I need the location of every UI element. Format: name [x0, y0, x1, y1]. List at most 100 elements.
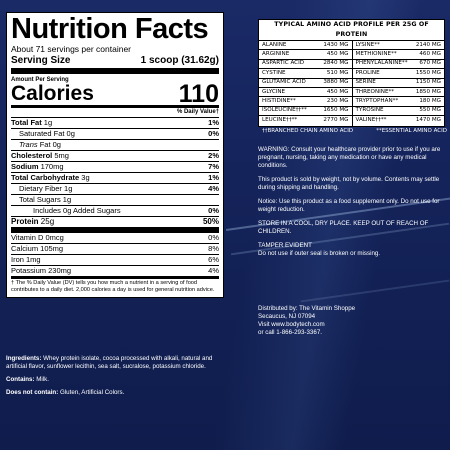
amino-row: Histidine** 230 mg Tryptophan** 180 mg — [259, 97, 445, 107]
nutrient-row-sodium: Sodium 170mg 7% — [11, 162, 219, 173]
serving-size-value: 1 scoop (31.62g) — [140, 55, 219, 66]
amino-cell: Methionine** 460 mg — [351, 50, 445, 59]
amino-value: 2770 mg — [323, 117, 349, 124]
amino-cell: Leucine††** 2770 mg — [259, 116, 352, 125]
vitamin-row: Vitamin D 0mcg 0% — [11, 233, 219, 244]
amino-row: Isoleucine††** 1650 mg Tyrosine 550 mg — [259, 106, 445, 117]
nutrient-dv: 0% — [208, 129, 219, 138]
amino-row: Glycine 450 mg Threonine** 1850 mg — [259, 87, 444, 98]
amino-cell: Isoleucine††** 1650 mg — [259, 107, 352, 115]
servings-per-container: About 71 servings per container — [11, 44, 132, 54]
amino-name: Phenylalanine** — [355, 60, 408, 67]
amino-cell: Histidine** 230 mg — [259, 97, 352, 105]
calories-value: 110 — [178, 80, 219, 108]
amino-row: Cystine 510 mg Proline 1550 mg — [259, 69, 444, 79]
amino-cell: Tryptophan** 180 mg — [351, 97, 445, 106]
nutrient-amount: 0g — [66, 129, 75, 138]
amino-cell: Arginine 450 mg — [259, 50, 352, 58]
amino-cell: Lysine** 2140 mg — [351, 41, 445, 50]
distributor-line: Secaucus, NJ 07094 — [258, 313, 316, 320]
amino-value: 3880 mg — [323, 79, 349, 86]
nutrient-name: Trans — [19, 140, 38, 149]
amino-row: Alanine 1430 mg Lysine** 2140 mg — [259, 41, 445, 51]
amino-value: 670 mg — [419, 60, 441, 67]
nutrient-row-protein: Protein 25g 50% — [11, 217, 219, 233]
amino-value: 1470 mg — [415, 117, 441, 124]
amino-name: Valine††** — [355, 117, 387, 124]
amino-name: Histidine** — [262, 98, 296, 105]
nutrition-facts-panel: Nutrition Facts About 71 servings per co… — [6, 12, 224, 298]
legend-bcaa: ††Branched Chain Amino Acid — [262, 128, 354, 134]
amino-row: Aspartic Acid 2840 mg Phenylalanine** 670 m… — [259, 59, 445, 70]
amino-cell: Tyrosine 550 mg — [351, 106, 445, 116]
distributor-block: Distributed by: The Vitamin Shoppe Secau… — [258, 305, 444, 337]
not-contain-line: Does not contain: Gluten, Artificial Col… — [6, 389, 228, 397]
vitamin-dv: 6% — [208, 255, 219, 264]
amino-value: 230 mg — [326, 98, 349, 105]
amino-value: 550 mg — [419, 107, 441, 114]
amino-value: 2140 mg — [415, 41, 441, 48]
amino-value: 1430 mg — [323, 41, 349, 48]
amino-name: Threonine** — [355, 88, 395, 95]
nutrient-name: Total Sugars — [19, 195, 61, 204]
amino-name: Methionine** — [355, 51, 397, 58]
amino-name: Lysine** — [355, 41, 380, 48]
amino-value: 1650 mg — [323, 107, 349, 114]
vitamin-label: Calcium 105mg — [11, 244, 64, 253]
nutrient-dv: 1% — [208, 118, 219, 127]
nutrient-name: Cholesterol — [11, 151, 53, 160]
vitamin-dv: 8% — [208, 244, 219, 253]
amino-value: 1550 mg — [415, 69, 441, 76]
vitamin-label: Potassium 230mg — [11, 266, 72, 275]
amino-value: 450 mg — [326, 88, 349, 95]
vitamin-row: Potassium 230mg 4% — [11, 266, 219, 279]
nutrient-row-total-sugars: Total Sugars 1g — [11, 195, 219, 206]
nutrient-row-dietary-fiber: Dietary Fiber 1g 4% — [11, 184, 219, 195]
amino-name: Serine — [355, 79, 376, 86]
vitamin-row: Iron 1mg 6% — [11, 255, 219, 266]
amino-cell: Aspartic Acid 2840 mg — [259, 60, 352, 68]
amino-acid-table: TYPICAL AMINO ACID PROFILE PER 25G OF PR… — [258, 19, 445, 127]
tamper-title: TAMPER EVIDENT — [258, 242, 312, 249]
distributor-line: or call 1-866-293-3367. — [258, 329, 322, 336]
nutrient-name: Includes 0g Added Sugars — [33, 206, 121, 215]
nutrient-amount: 1g — [43, 118, 53, 127]
vitamin-label: Vitamin D 0mcg — [11, 233, 64, 242]
vitamin-row: Calcium 105mg 8% — [11, 244, 219, 255]
nutrient-row-saturated-fat: Saturated Fat 0g 0% — [11, 129, 219, 140]
nutrient-row-cholesterol: Cholesterol 5mg 2% — [11, 151, 219, 162]
contains-line: Contains: Milk. — [6, 376, 228, 384]
amino-table-title: TYPICAL AMINO ACID PROFILE PER 25G OF PR… — [259, 20, 444, 41]
amino-cell: Glycine 450 mg — [259, 88, 352, 96]
daily-value-header: % Daily Value† — [11, 108, 219, 118]
amino-cell: Valine††** 1470 mg — [351, 116, 445, 126]
nutrient-name: Saturated Fat — [19, 129, 65, 138]
nutrition-title: Nutrition Facts — [11, 13, 209, 45]
serving-size-label: Serving Size — [11, 55, 71, 66]
nutrient-dv: 1% — [208, 173, 219, 182]
amino-name: Tyrosine — [355, 107, 384, 114]
nutrient-name: Total Fat — [11, 118, 42, 127]
amino-name: Leucine††** — [262, 117, 298, 124]
nutrient-amount: 25g — [40, 217, 55, 226]
nutrient-name: Total Carbohydrate — [11, 173, 80, 182]
amino-name: Tryptophan** — [355, 98, 399, 105]
nutrient-row-trans-fat: Trans Fat 0g — [11, 140, 219, 151]
amino-name: Cystine — [262, 69, 286, 76]
amino-table-body: Alanine 1430 mg Lysine** 2140 mg Arginine 450… — [259, 41, 444, 126]
contains-label: Contains: — [6, 376, 35, 383]
nutrient-name: Protein — [11, 217, 39, 226]
nutrient-dv: 4% — [208, 184, 219, 193]
amino-row: Arginine 450 mg Methionine** 460 mg — [259, 50, 445, 60]
warning-text: WARNING: Consult your healthcare provide… — [258, 146, 441, 169]
nutrient-amount: 1g — [62, 195, 72, 204]
amino-name: Isoleucine††** — [262, 107, 307, 114]
notes-block: WARNING: Consult your healthcare provide… — [258, 146, 444, 264]
vitamin-dv: 0% — [208, 233, 219, 242]
nutrient-amount: 5mg — [54, 151, 69, 160]
amino-cell: Alanine 1430 mg — [259, 41, 352, 49]
nutrient-row-total-fat: Total Fat 1g 1% — [11, 118, 219, 129]
amino-name: Glycine — [262, 88, 286, 95]
amino-cell: Phenylalanine** 670 mg — [351, 59, 445, 69]
nutrient-amount: 3g — [81, 173, 90, 182]
